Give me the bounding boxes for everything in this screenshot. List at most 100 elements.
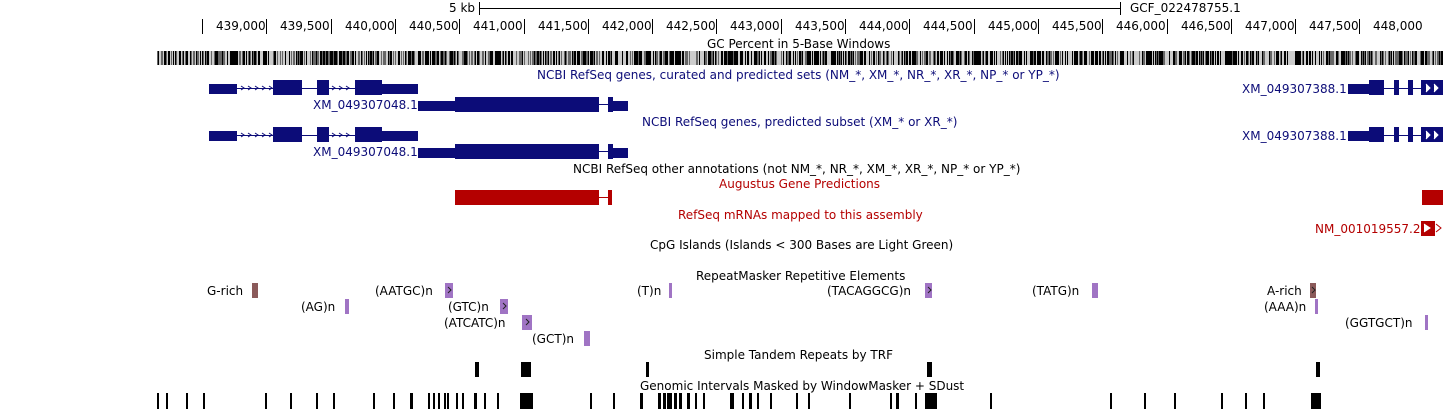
windowmasker-interval[interactable] [290, 393, 292, 409]
windowmasker-interval[interactable] [373, 393, 375, 409]
repeat-aatgc-n[interactable] [445, 283, 453, 298]
windowmasker-interval[interactable] [613, 393, 615, 409]
repeat-ag-n[interactable] [345, 299, 349, 314]
repeat-tacaggcg-n[interactable] [925, 283, 932, 298]
windowmasker-interval[interactable] [462, 393, 464, 409]
windowmasker-interval[interactable] [658, 393, 661, 409]
pred-gene-label-xm-049307388[interactable]: XM_049307388.1 [1242, 129, 1347, 143]
scale-label: 5 kb [449, 1, 476, 15]
windowmasker-interval[interactable] [663, 393, 666, 409]
trf-repeat[interactable] [646, 362, 649, 377]
windowmasker-interval[interactable] [474, 393, 477, 409]
gene-label-xm-049307048[interactable]: XM_049307048.1 [313, 98, 418, 112]
repeat-ggtgct-n[interactable] [1425, 315, 1428, 330]
repeat-label-t-n: (T)n [637, 284, 662, 298]
windowmasker-interval[interactable] [186, 393, 188, 409]
windowmasker-interval[interactable] [1221, 393, 1223, 409]
windowmasker-interval[interactable] [890, 393, 892, 409]
windowmasker-interval[interactable] [674, 393, 677, 409]
windowmasker-interval[interactable] [687, 393, 690, 409]
windowmasker-interval[interactable] [896, 393, 899, 409]
ruler-tick [781, 19, 782, 34]
windowmasker-interval[interactable] [703, 393, 705, 409]
windowmasker-interval[interactable] [447, 393, 449, 409]
ruler-label: 447,500 [1309, 19, 1359, 33]
windowmasker-interval[interactable] [393, 393, 395, 409]
strand-chevron [247, 132, 252, 138]
windowmasker-interval[interactable] [1110, 393, 1112, 409]
windowmasker-interval[interactable] [456, 393, 458, 409]
windowmasker-interval[interactable] [333, 393, 335, 409]
windowmasker-interval[interactable] [730, 393, 734, 409]
windowmasker-interval[interactable] [808, 393, 810, 409]
windowmasker-interval[interactable] [796, 393, 798, 409]
ruler-tick [331, 19, 332, 34]
pred-gene-label-xm-049307048[interactable]: XM_049307048.1 [313, 145, 418, 159]
scale-bar [479, 8, 1120, 9]
repeat-g-rich[interactable] [252, 283, 258, 298]
windowmasker-interval[interactable] [410, 393, 413, 409]
windowmasker-interval[interactable] [925, 393, 937, 409]
windowmasker-interval[interactable] [444, 393, 446, 409]
windowmasker-interval[interactable] [520, 393, 533, 409]
windowmasker-interval[interactable] [265, 393, 267, 409]
trf-track-title[interactable]: Simple Tandem Repeats by TRF [704, 348, 894, 362]
windowmasker-interval[interactable] [428, 393, 430, 409]
strand-chevron [338, 132, 343, 138]
strand-chevron [331, 85, 336, 91]
strand-arrow-white [1425, 83, 1431, 93]
windowmasker-interval[interactable] [757, 393, 759, 409]
refseq-mrna-track-title[interactable]: RefSeq mRNAs mapped to this assembly [678, 208, 923, 222]
windowmasker-interval[interactable] [1174, 393, 1176, 409]
strand-chevron [345, 85, 350, 91]
windowmasker-interval[interactable] [1263, 393, 1265, 409]
ruler-label: 446,500 [1181, 19, 1231, 33]
windowmasker-interval[interactable] [1245, 393, 1247, 409]
windowmasker-interval[interactable] [497, 393, 499, 409]
mrna-label-nm-001019557[interactable]: NM_001019557.2 [1315, 222, 1421, 236]
augustus-prediction-right[interactable] [1422, 190, 1443, 205]
repeat-gtc-n[interactable] [500, 299, 508, 314]
trf-repeat[interactable] [1316, 362, 1320, 377]
refseq-other-track-title[interactable]: NCBI RefSeq other annotations (not NM_*,… [573, 162, 1021, 176]
repeat-tatg-n[interactable] [1092, 283, 1098, 298]
cpg-track-title[interactable]: CpG Islands (Islands < 300 Bases are Lig… [650, 238, 954, 252]
windowmasker-interval[interactable] [1144, 393, 1146, 409]
windowmasker-interval[interactable] [667, 393, 672, 409]
windowmasker-interval[interactable] [695, 393, 697, 409]
repeat-t-n[interactable] [669, 283, 672, 298]
windowmasker-interval[interactable] [203, 393, 205, 409]
windowmasker-interval[interactable] [484, 393, 486, 409]
gc-track-title[interactable]: GC Percent in 5-Base Windows [707, 37, 891, 51]
repeat-a-rich[interactable] [1310, 283, 1316, 298]
windowmasker-interval[interactable] [770, 393, 772, 409]
repeat-gct-n[interactable] [584, 331, 590, 346]
windowmasker-interval[interactable] [1311, 393, 1321, 409]
repeat-atcatc-n[interactable] [522, 315, 532, 330]
windowmasker-interval[interactable] [849, 393, 851, 409]
refseq-predicted-track-title[interactable]: NCBI RefSeq genes, predicted subset (XM_… [642, 115, 958, 129]
trf-repeat[interactable] [475, 362, 479, 377]
windowmasker-interval[interactable] [590, 393, 592, 409]
windowmasker-interval[interactable] [433, 393, 435, 409]
windowmasker-interval[interactable] [742, 393, 744, 409]
repeatmasker-track-title[interactable]: RepeatMasker Repetitive Elements [696, 269, 906, 283]
windowmasker-interval[interactable] [915, 393, 917, 409]
windowmasker-interval[interactable] [679, 393, 682, 409]
windowmasker-interval[interactable] [749, 393, 752, 409]
windowmasker-interval[interactable] [640, 393, 643, 409]
windowmasker-interval[interactable] [990, 393, 992, 409]
repeat-aaa-n[interactable] [1315, 299, 1318, 314]
trf-repeat[interactable] [521, 362, 531, 377]
refseq-all-track-title[interactable]: NCBI RefSeq genes, curated and predicted… [537, 68, 1060, 82]
augustus-track-title[interactable]: Augustus Gene Predictions [719, 177, 881, 191]
windowmasker-interval[interactable] [166, 393, 168, 409]
trf-repeat[interactable] [927, 362, 932, 377]
ruler-label: 443,500 [795, 19, 845, 33]
windowmasker-interval[interactable] [316, 393, 318, 409]
gene-label-xm-049307388[interactable]: XM_049307388.1 [1242, 82, 1347, 96]
strand-chevron [345, 132, 350, 138]
windowmasker-interval[interactable] [157, 393, 159, 409]
windowmasker-track-title[interactable]: Genomic Intervals Masked by WindowMasker… [640, 379, 965, 393]
windowmasker-interval[interactable] [438, 393, 440, 409]
